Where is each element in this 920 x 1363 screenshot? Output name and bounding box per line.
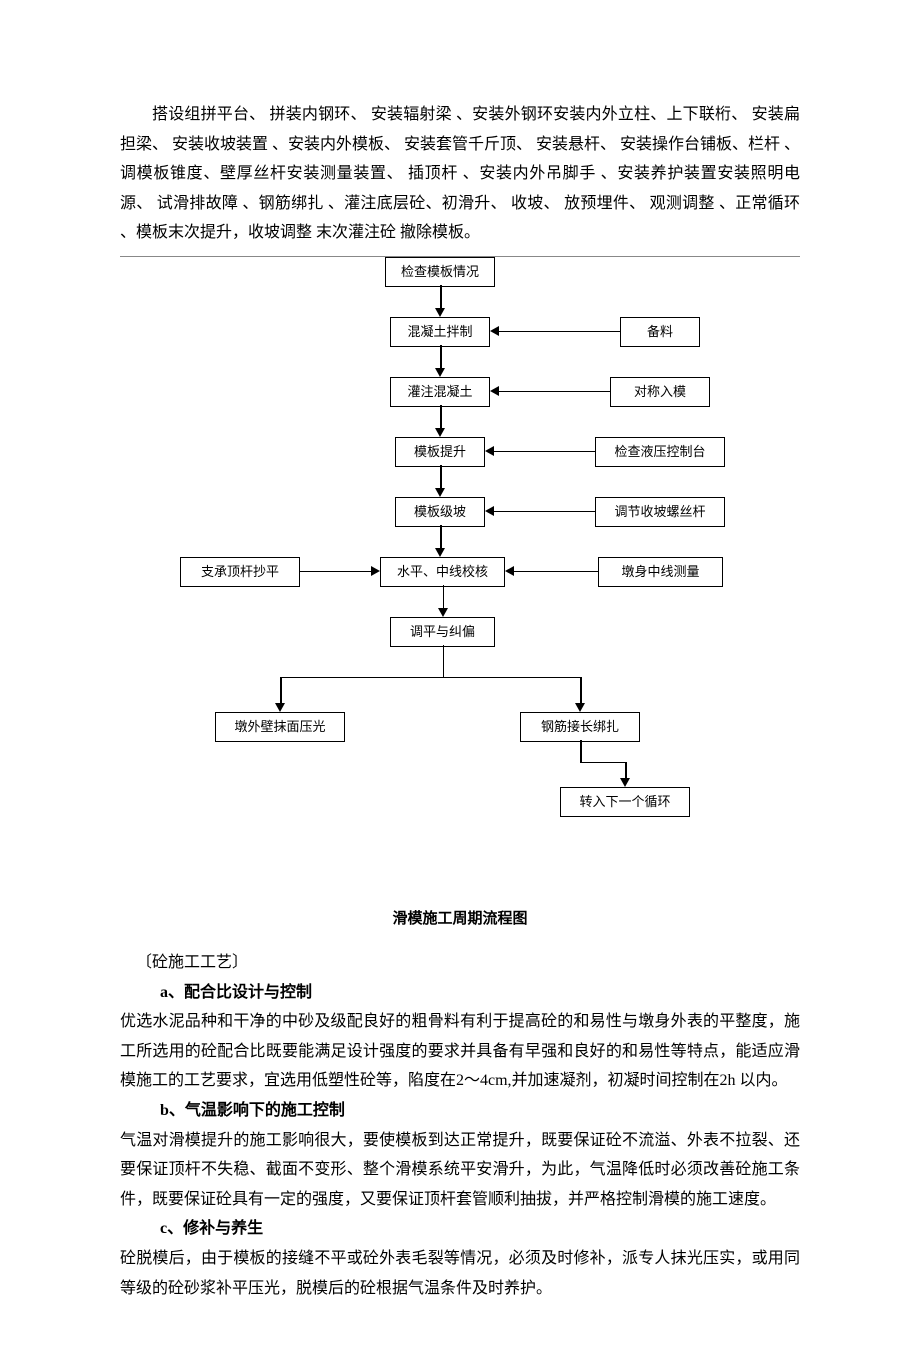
flow-node-slope: 模板级坡	[395, 497, 485, 527]
flow-edge-line	[440, 285, 442, 309]
arrow-left-icon	[485, 506, 494, 516]
arrow-down-icon	[435, 368, 445, 377]
arrow-down-icon	[275, 703, 285, 712]
flow-edge-line	[494, 511, 595, 513]
flow-edge-line	[280, 677, 580, 679]
section-heading: 〔砼施工工艺〕	[120, 948, 800, 978]
flow-edge-line	[443, 585, 445, 609]
arrow-left-icon	[490, 386, 499, 396]
flow-node-material: 备料	[620, 317, 700, 347]
flow-node-center: 水平、中线校核	[380, 557, 505, 587]
flow-node-level: 支承顶杆抄平	[180, 557, 300, 587]
arrow-down-icon	[435, 428, 445, 437]
flow-node-mix: 混凝土拌制	[390, 317, 490, 347]
flow-node-lift: 模板提升	[395, 437, 485, 467]
arrow-down-icon	[435, 548, 445, 557]
arrow-down-icon	[575, 703, 585, 712]
flow-node-correct: 调平与纠偏	[390, 617, 495, 647]
subsection-body-0: 优选水泥品种和干净的中砂及级配良好的粗骨料有利于提高砼的和易性与墩身外表的平整度…	[120, 1007, 800, 1096]
subsection-heading-2: c、修补与养生	[120, 1214, 800, 1244]
flowchart-container: 检查模板情况混凝土拌制 备料灌注混凝土 对称入模模板提升 检查液压控制台模板级坡 调节收…	[120, 256, 800, 887]
flow-edge-line	[580, 762, 625, 764]
arrow-left-icon	[490, 326, 499, 336]
flow-edge-line	[499, 391, 610, 393]
subsection-heading-0: a、配合比设计与控制	[120, 978, 800, 1008]
flow-node-measure: 墩身中线测量	[598, 557, 723, 587]
flow-edge-line	[580, 677, 582, 704]
flow-edge-line	[440, 405, 442, 429]
arrow-down-icon	[435, 488, 445, 497]
flow-edge-line	[443, 645, 445, 677]
flow-edge-line	[440, 525, 442, 549]
flow-edge-line	[580, 740, 582, 762]
subsection-heading-1: b、气温影响下的施工控制	[120, 1096, 800, 1126]
arrow-down-icon	[620, 778, 630, 787]
flow-node-adjust: 调节收坡螺丝杆	[595, 497, 725, 527]
arrow-down-icon	[438, 608, 448, 617]
intro-paragraph: 搭设组拼平台、 拼装内钢环、 安装辐射梁 、安装外钢环安装内外立柱、上下联桁、 …	[120, 100, 800, 248]
arrow-left-icon	[505, 566, 514, 576]
flow-edge-line	[625, 762, 627, 779]
flowchart-caption: 滑模施工周期流程图	[120, 907, 800, 928]
subsection-body-1: 气温对滑模提升的施工影响很大，要使模板到达正常提升，既要保证砼不流溢、外表不拉裂…	[120, 1126, 800, 1215]
arrow-down-icon	[435, 308, 445, 317]
arrow-right-icon	[371, 566, 380, 576]
flow-node-hydraulic: 检查液压控制台	[595, 437, 725, 467]
flow-node-polish: 墩外壁抹面压光	[215, 712, 345, 742]
flow-edge-line	[300, 571, 371, 573]
flow-edge-line	[499, 331, 620, 333]
flow-edge-line	[440, 465, 442, 489]
flow-edge-line	[280, 677, 282, 704]
flow-edge-line	[494, 451, 595, 453]
flow-edge-line	[440, 345, 442, 369]
flow-node-sym: 对称入模	[610, 377, 710, 407]
subsection-body-2: 砼脱模后，由于模板的接缝不平或砼外表毛裂等情况，必须及时修补，派专人抹光压实，或…	[120, 1244, 800, 1303]
flow-edge-line	[514, 571, 598, 573]
flow-node-pour: 灌注混凝土	[390, 377, 490, 407]
flow-node-check: 检查模板情况	[385, 257, 495, 287]
flow-node-rebar: 钢筋接长绑扎	[520, 712, 640, 742]
flowchart: 检查模板情况混凝土拌制 备料灌注混凝土 对称入模模板提升 检查液压控制台模板级坡 调节收…	[120, 257, 800, 887]
flow-node-next: 转入下一个循环	[560, 787, 690, 817]
arrow-left-icon	[485, 446, 494, 456]
